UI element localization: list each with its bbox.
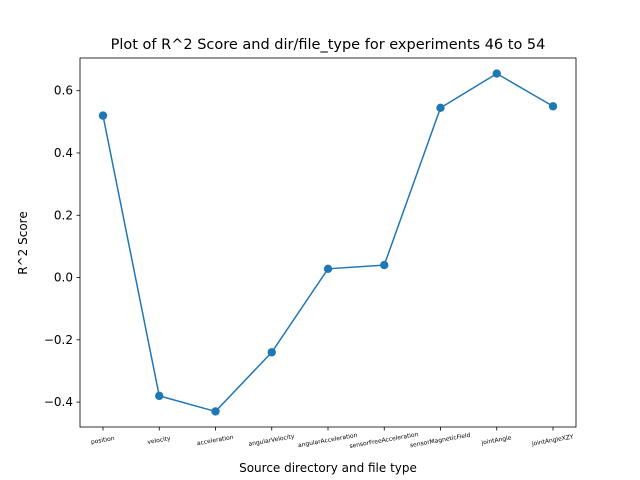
y-tick-label: −0.4: [44, 395, 73, 409]
data-points: [98, 69, 558, 416]
x-tick-label: acceleration: [196, 434, 234, 447]
data-point: [548, 102, 558, 111]
x-tick-label: velocity: [147, 435, 172, 446]
data-point: [380, 260, 389, 270]
plot-frame: [79, 57, 577, 428]
x-axis-label: Source directory and file type: [239, 461, 417, 475]
data-point: [492, 69, 501, 78]
x-tick-label: jointAngleXZY: [530, 433, 574, 447]
x-tick-label: position: [90, 435, 115, 446]
y-tick-label: 0.4: [54, 146, 73, 160]
chart-title: Plot of R^2 Score and dir/file_type for …: [111, 37, 546, 53]
y-axis-label: R^2 Score: [16, 211, 30, 274]
y-tick-label: 0.0: [54, 271, 73, 285]
y-tick-label: 0.2: [54, 208, 73, 222]
x-tick-label: angularVelocity: [248, 433, 295, 448]
y-tick-label: −0.2: [44, 333, 73, 347]
x-tick-label: sensorFreeAcceleration: [349, 431, 419, 450]
plot-area: [80, 58, 576, 427]
data-point: [323, 264, 333, 274]
data-point: [98, 111, 108, 120]
data-point: [267, 348, 276, 357]
data-point: [155, 391, 164, 401]
data-point: [436, 103, 445, 113]
y-axis: −0.4 −0.2 0.0 0.2 0.4 0.6: [44, 84, 80, 409]
data-point: [211, 407, 220, 416]
x-axis: position velocity acceleration angularVeloc…: [90, 427, 574, 450]
y-tick-label: 0.6: [54, 84, 73, 98]
x-tick-label: sensorMagneticField: [409, 432, 471, 450]
x-tick-label: jointAngle: [480, 434, 512, 446]
